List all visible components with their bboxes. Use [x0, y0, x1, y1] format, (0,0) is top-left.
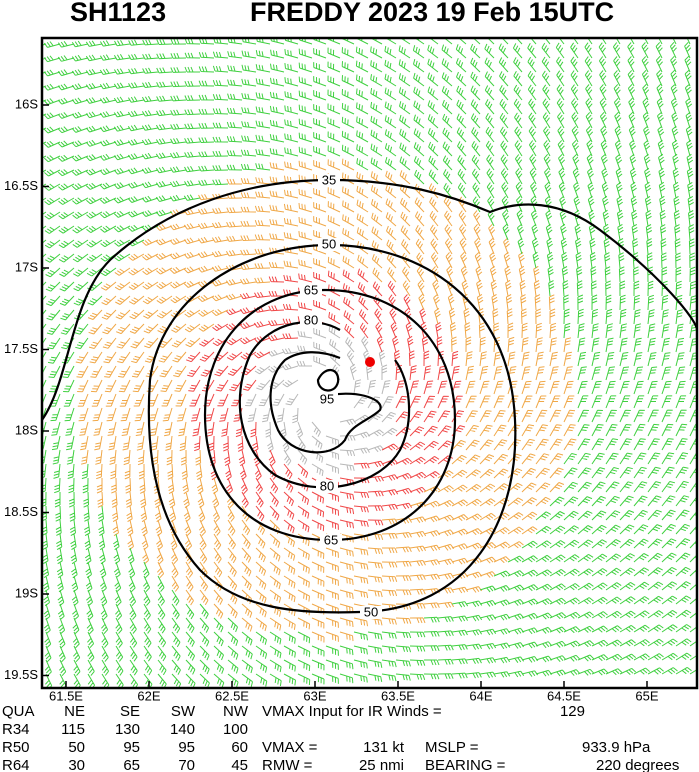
- table-cell: 50: [68, 739, 85, 756]
- barbs-red: [186, 268, 466, 534]
- barbs-green: [42, 38, 697, 688]
- lat-tick-label: 19S: [15, 585, 38, 600]
- contour-label: 80: [320, 478, 334, 493]
- lat-tick-label: 19.5S: [4, 667, 38, 682]
- contour-50: [147, 243, 517, 614]
- contours: [42, 178, 697, 614]
- contour-80: [238, 320, 411, 489]
- table-header: QUA: [2, 703, 35, 720]
- table-cell: 95: [123, 739, 140, 756]
- wind-radii-table: QUA NE SE SW NW R34 115 130 140 100 R50 50 95 95 60 R64…: [2, 703, 679, 772]
- lat-tick-label: 16.5S: [4, 178, 38, 193]
- lat-tick-label: 18S: [15, 422, 38, 437]
- table-cell: 95: [178, 739, 195, 756]
- contour-35: [42, 178, 697, 421]
- contour-label: 65: [324, 532, 338, 547]
- table-cell: 65: [123, 757, 140, 772]
- table-note: VMAX Input for IR Winds =: [262, 703, 442, 720]
- table-header: SE: [120, 703, 140, 720]
- contour-label: 65: [304, 282, 318, 297]
- table-cell: R34: [2, 721, 30, 738]
- lon-tick-label: 63.5E: [381, 688, 415, 703]
- lat-tick-label: 16S: [15, 96, 38, 111]
- contour-label: 50: [322, 236, 336, 251]
- map-frame: [40, 36, 699, 690]
- lon-tick-label: 64.5E: [547, 688, 581, 703]
- table-note: BEARING =: [425, 757, 506, 772]
- lon-tick-label: 64E: [469, 688, 492, 703]
- contour-labels: [300, 174, 382, 619]
- table-note: VMAX =: [262, 739, 318, 756]
- lon-tick-label: 62E: [137, 688, 160, 703]
- lon-tick-label: 62.5E: [215, 688, 249, 703]
- lat-tick-label: 17S: [15, 259, 38, 274]
- lat-tick-label: 17.5S: [4, 341, 38, 356]
- contour-label: 80: [304, 312, 318, 327]
- table-note: 25 nmi: [359, 757, 404, 772]
- contour-label: 50: [364, 604, 378, 619]
- axes: 61.5E 62E 62.5E 63E 63.5E 64E 64.5E 65E 16S 16.5S…: [4, 96, 659, 703]
- table-header: SW: [171, 703, 196, 720]
- wind-barbs: [42, 38, 697, 688]
- lon-tick-label: 61.5E: [49, 688, 83, 703]
- contour-label: 35: [322, 172, 336, 187]
- table-cell: 60: [231, 739, 248, 756]
- table-header: NW: [223, 703, 249, 720]
- table-note: 131 kt: [363, 739, 405, 756]
- storm-center: [365, 357, 375, 367]
- contour-label: 95: [320, 391, 334, 406]
- storm-title: FREDDY 2023 19 Feb 15UTC: [250, 0, 614, 27]
- table-note: 933.9 hPa: [582, 739, 651, 756]
- storm-id: SH1123: [70, 0, 166, 27]
- contour-95: [269, 351, 382, 454]
- lon-tick-label: 65E: [635, 688, 658, 703]
- barbs-gray: [245, 325, 398, 477]
- table-cell: R64: [2, 757, 30, 772]
- table-cell: 100: [223, 721, 248, 738]
- table-cell: 30: [68, 757, 85, 772]
- table-note: 220 degrees: [596, 757, 679, 772]
- table-note: MSLP =: [425, 739, 479, 756]
- table-cell: 130: [115, 721, 140, 738]
- table-header: NE: [64, 703, 85, 720]
- table-cell: 140: [170, 721, 195, 738]
- table-note: RMW =: [262, 757, 313, 772]
- table-cell: R50: [2, 739, 30, 756]
- table-cell: 70: [178, 757, 195, 772]
- lon-tick-label: 63E: [303, 688, 326, 703]
- table-cell: 115: [61, 721, 85, 738]
- lat-tick-label: 18.5S: [4, 504, 38, 519]
- table-note: 129: [560, 703, 585, 720]
- table-cell: 45: [231, 757, 248, 772]
